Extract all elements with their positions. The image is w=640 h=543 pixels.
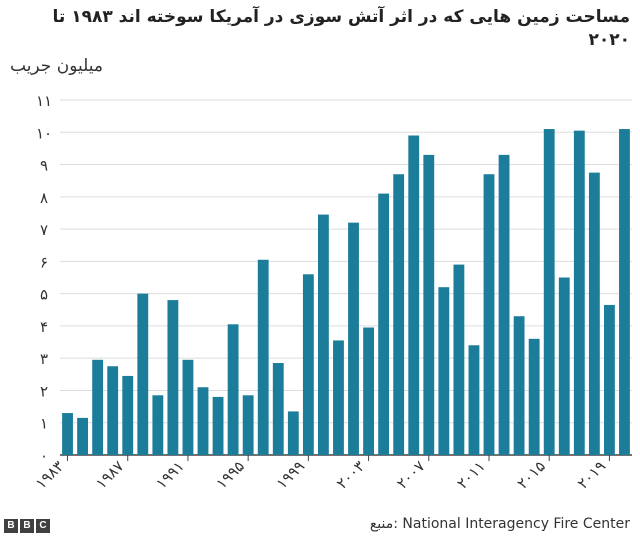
bar-1989 (152, 395, 164, 455)
x-tick-label: ۲۰۱۱ (453, 457, 489, 493)
bar-2001 (333, 340, 344, 455)
bar-1998 (287, 411, 299, 455)
y-tick-label: ۸ (40, 189, 48, 207)
bar-2015 (543, 129, 555, 455)
bar-2008 (438, 287, 450, 455)
x-tick-label: ۱۹۹۱ (152, 457, 188, 493)
bar-2013 (513, 316, 525, 455)
chart-title: مساحت زمین هایی که در اثر آتش سوزی در آم… (52, 7, 630, 50)
bar-2007 (423, 154, 435, 455)
bar-2020 (619, 129, 630, 455)
x-tick-label: ۱۹۸۳ (32, 457, 68, 493)
bar-1997 (272, 363, 284, 455)
bar-2005 (393, 174, 405, 455)
bar-1999 (302, 274, 314, 455)
y-tick-label: ۵ (40, 286, 48, 304)
source-credit: منبع: National Interagency Fire Center (369, 516, 630, 532)
bar-1993 (212, 396, 224, 455)
bar-1986 (107, 366, 119, 455)
y-tick-label: ۰ (40, 447, 48, 465)
y-tick-label: ۱ (40, 415, 48, 433)
y-tick-label: ۹ (40, 157, 48, 175)
x-tick-label: ۲۰۱۹ (574, 457, 610, 493)
y-tick-label: ۳ (40, 350, 48, 368)
bar-2009 (453, 264, 465, 455)
y-tick-label: ۱۰ (36, 124, 52, 142)
bbc-logo-c: C (36, 519, 50, 533)
bar-1984 (77, 417, 88, 455)
bar-1988 (137, 293, 149, 455)
bar-1985 (92, 359, 104, 455)
x-tick-label: ۲۰۰۳ (333, 457, 369, 493)
bar-2002 (348, 222, 359, 455)
bar-2017 (573, 130, 585, 455)
x-tick-label: ۱۹۸۷ (92, 457, 128, 493)
bar-1995 (242, 395, 254, 455)
x-tick-label: ۲۰۱۵ (514, 457, 550, 493)
bar-2010 (468, 345, 480, 455)
y-tick-label: ۴ (40, 318, 48, 336)
bar-2003 (363, 327, 374, 455)
bar-1990 (167, 300, 179, 455)
bar-2000 (318, 214, 329, 455)
bar-2018 (588, 172, 600, 455)
y-tick-label: ۶ (40, 253, 48, 271)
bbc-logo: B B C (4, 519, 50, 533)
x-tick-label: ۲۰۰۷ (393, 457, 429, 493)
y-tick-label: ۲ (40, 382, 48, 400)
bar-1996 (257, 259, 269, 455)
y-tick-label: ۷ (40, 221, 48, 239)
y-tick-label: ۱۱ (36, 92, 52, 110)
bar-1994 (227, 324, 239, 455)
x-tick-label: ۱۹۹۹ (273, 457, 309, 493)
bar-1987 (122, 375, 134, 455)
bar-1983 (62, 413, 73, 455)
bbc-logo-b1: B (4, 519, 18, 533)
bar-1991 (182, 359, 194, 455)
x-tick-label: ۱۹۹۵ (212, 457, 248, 493)
bar-2004 (378, 193, 390, 455)
bar-2016 (558, 277, 570, 455)
bbc-logo-b2: B (20, 519, 34, 533)
bar-2014 (528, 338, 540, 455)
bar-2011 (483, 174, 495, 455)
bar-2006 (408, 135, 420, 455)
bar-2012 (498, 154, 510, 455)
bar-2019 (604, 304, 615, 455)
y-axis-unit-label: میلیون جریب (10, 56, 103, 76)
bar-1992 (197, 387, 209, 455)
